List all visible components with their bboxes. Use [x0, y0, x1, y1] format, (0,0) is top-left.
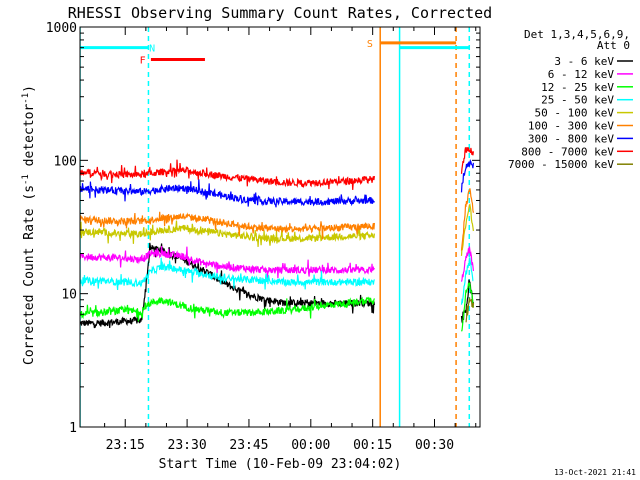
chart-title: RHESSI Observing Summary Count Rates, Co… [68, 4, 492, 22]
y-tick-label: 100 [54, 154, 77, 169]
plot-frame [79, 26, 481, 428]
y-axis-label-part: Corrected Count Rate (s [22, 185, 37, 365]
y-axis-label-part: ) [22, 85, 37, 93]
y-axis-label: Corrected Count Rate (s-1 detector-1) [21, 85, 37, 365]
y-tick-label: 1 [69, 421, 77, 436]
legend-label: 3 - 6 keV [554, 55, 614, 68]
plot-area: NF S [80, 27, 475, 427]
legend-label: 6 - 12 keV [548, 68, 615, 81]
x-tick-label: 00:00 [291, 438, 330, 453]
series-line-3 [80, 257, 474, 305]
legend-label: 7000 - 15000 keV [508, 158, 614, 171]
y-axis-label-part: detector [22, 104, 37, 175]
y-axis-label-sup: -1 [21, 93, 31, 104]
x-axis: 23:15 23:30 23:45 00:00 00:15 00:30 [104, 27, 477, 453]
y-axis-label-sup: -1 [21, 174, 31, 185]
series-line-6 [80, 159, 474, 208]
x-tick-label: 23:30 [168, 438, 207, 453]
series-line-7 [80, 147, 474, 190]
series-line-8 [465, 297, 475, 323]
x-tick-label: 23:45 [229, 438, 268, 453]
x-axis-label: Start Time (10-Feb-09 23:04:02) [159, 457, 402, 472]
x-tick-label: 23:15 [106, 438, 145, 453]
series-line-1 [80, 246, 474, 282]
y-axis: 1 10 100 1000 [46, 21, 480, 436]
legend-label: 12 - 25 keV [541, 81, 614, 94]
legend-label: 300 - 800 keV [528, 132, 614, 145]
state-label-n: N [149, 44, 155, 55]
footer-timestamp: 13-Oct-2021 21:41 [554, 468, 636, 477]
legend-header: Det 1,3,4,5,6,9, [524, 28, 630, 41]
state-label-s: S [367, 39, 373, 50]
legend-label: 100 - 300 keV [528, 120, 614, 133]
x-tick-label: 00:30 [415, 438, 454, 453]
legend-header: Att 0 [597, 39, 630, 52]
legend-label: 800 - 7000 keV [521, 145, 614, 158]
series-line-5 [80, 188, 474, 251]
legend-label: 25 - 50 keV [541, 94, 614, 107]
series-line-2 [80, 281, 474, 332]
series-line-4 [80, 203, 474, 256]
y-tick-label: 10 [61, 288, 77, 303]
x-tick-label: 00:15 [353, 438, 392, 453]
legend-label: 50 - 100 keV [535, 107, 615, 120]
state-label-f: F [140, 56, 146, 67]
y-tick-label: 1000 [46, 21, 77, 36]
